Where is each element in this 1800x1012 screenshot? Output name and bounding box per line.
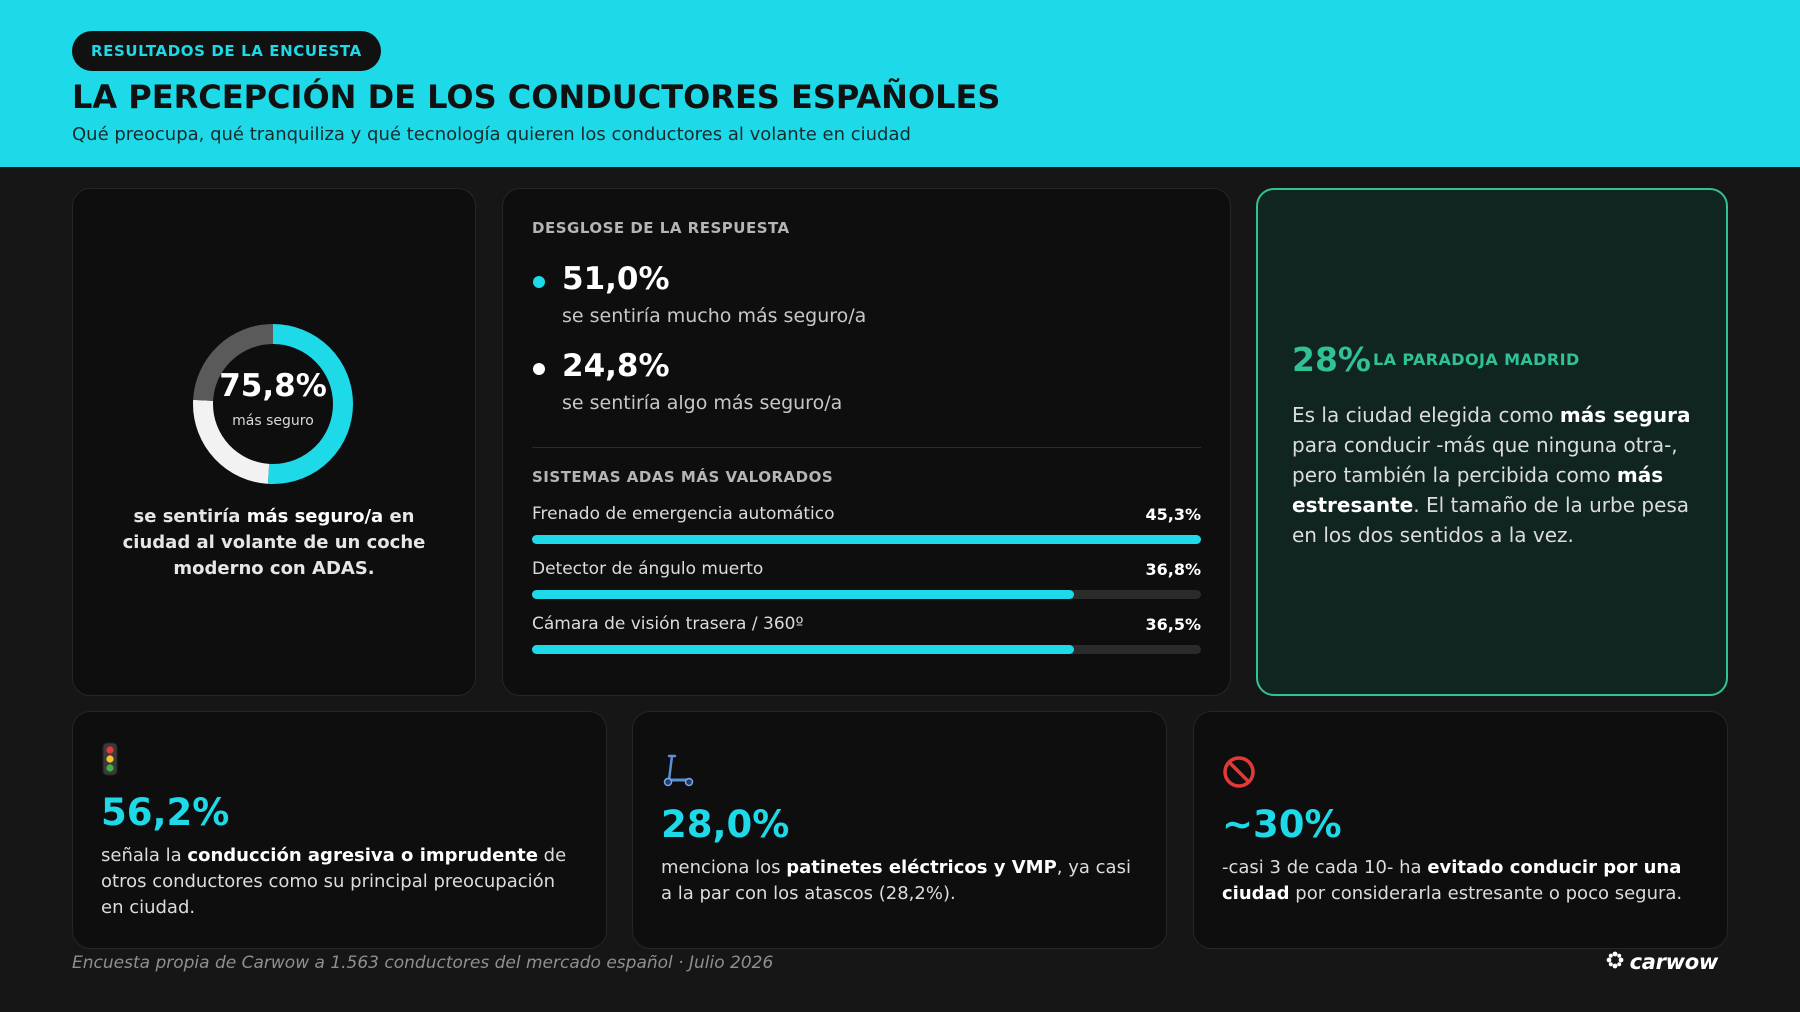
stat-value-avoided-city: ~30% xyxy=(1222,803,1342,846)
donut-segment-algo xyxy=(193,324,353,484)
madrid-text-3: . El tamaño de la urbe pesa en los dos s… xyxy=(1292,493,1690,547)
stat-text-3a: -casi 3 de cada 10- ha xyxy=(1222,857,1428,878)
adas-title: SISTEMAS ADAS MÁS VALORADOS xyxy=(532,468,834,486)
adas-bar-track-3 xyxy=(532,645,1201,654)
donut-segment-resto xyxy=(193,324,353,484)
stat-card-scooters: 28,0% menciona los patinetes eléctricos … xyxy=(632,711,1167,949)
breakdown-divider xyxy=(532,447,1201,448)
adas-bar-label-2: Detector de ángulo muerto xyxy=(532,559,764,579)
adas-bar-fill-2 xyxy=(532,590,1074,599)
page-title: LA PERCEPCIÓN DE LOS CONDUCTORES ESPAÑOL… xyxy=(72,78,1001,116)
breakdown-card: DESGLOSE DE LA RESPUESTA 51,0% se sentir… xyxy=(502,188,1231,696)
stat-text-scooters: menciona los patinetes eléctricos y VMP,… xyxy=(661,855,1140,907)
madrid-label: LA PARADOJA MADRID xyxy=(1373,350,1580,369)
madrid-text-2: para conducir -más que ninguna otra-, pe… xyxy=(1292,433,1678,487)
survey-badge: RESULTADOS DE LA ENCUESTA xyxy=(72,31,381,71)
adas-bar-track-2 xyxy=(532,590,1201,599)
carwow-logo-mark-icon xyxy=(1606,951,1624,973)
adas-bar-value-3: 36,5% xyxy=(1145,615,1201,634)
summary-text-pre: se sentiría xyxy=(133,506,247,527)
donut-svg xyxy=(193,324,353,484)
donut-chart: 75,8% más seguro xyxy=(183,314,363,494)
stat-bold-2: patinetes eléctricos y VMP xyxy=(786,857,1057,878)
breakdown-dot-1 xyxy=(533,276,545,288)
madrid-text-1: Es la ciudad elegida como xyxy=(1292,403,1560,427)
stat-bold-3: evitado conducir por una ciudad xyxy=(1222,857,1682,904)
breakdown-desc-1: se sentiría mucho más seguro/a xyxy=(562,305,867,327)
stat-text-2a: menciona los xyxy=(661,857,787,878)
carwow-logo: carwow xyxy=(1606,950,1718,974)
footer-source-note: Encuesta propia de Carwow a 1.563 conduc… xyxy=(72,953,774,973)
breakdown-title: DESGLOSE DE LA RESPUESTA xyxy=(532,219,790,237)
header-banner: RESULTADOS DE LA ENCUESTA LA PERCEPCIÓN … xyxy=(0,0,1800,167)
stat-value-scooters: 28,0% xyxy=(661,803,790,846)
breakdown-dot-2 xyxy=(533,363,545,375)
adas-bar-track-1 xyxy=(532,535,1201,544)
stat-text-3b: por considerarla estresante o poco segur… xyxy=(1289,883,1683,904)
summary-text: se sentiría más seguro/a en ciudad al vo… xyxy=(97,504,451,582)
breakdown-desc-2: se sentiría algo más seguro/a xyxy=(562,392,843,414)
carwow-logo-text: carwow xyxy=(1629,950,1719,974)
madrid-pct: 28% xyxy=(1292,340,1371,379)
stat-text-1b: de otros conductores como su principal p… xyxy=(101,845,567,918)
stat-text-aggressive-driving: señala la conducción agresiva o impruden… xyxy=(101,843,580,921)
scooter-icon xyxy=(661,753,695,791)
adas-bar-fill-3 xyxy=(532,645,1074,654)
adas-bar-value-2: 36,8% xyxy=(1145,560,1201,579)
adas-bar-label-1: Frenado de emergencia automático xyxy=(532,504,835,524)
breakdown-value-2: 24,8% xyxy=(562,348,670,384)
stat-text-avoided-city: -casi 3 de cada 10- ha evitado conducir … xyxy=(1222,855,1701,907)
adas-bar-fill-1 xyxy=(532,535,1201,544)
madrid-bold-2: más estresante xyxy=(1292,463,1664,517)
breakdown-value-1: 51,0% xyxy=(562,261,670,297)
donut-label: más seguro xyxy=(232,413,314,429)
summary-card: 75,8% más seguro se sentiría más seguro/… xyxy=(72,188,476,696)
stat-card-avoided-city: ~30% -casi 3 de cada 10- ha evitado cond… xyxy=(1193,711,1728,949)
donut-value: 75,8% xyxy=(219,368,327,404)
stat-value-aggressive-driving: 56,2% xyxy=(101,791,230,834)
stat-text-1a: señala la xyxy=(101,845,188,866)
page-subtitle: Qué preocupa, qué tranquiliza y qué tecn… xyxy=(72,124,911,145)
traffic-light-icon xyxy=(101,742,119,780)
stat-bold-1: conducción agresiva o imprudente xyxy=(187,845,538,866)
madrid-card: 28% LA PARADOJA MADRID Es la ciudad eleg… xyxy=(1256,188,1728,696)
stat-card-aggressive-driving: 56,2% señala la conducción agresiva o im… xyxy=(72,711,607,949)
madrid-bold-1: más segura xyxy=(1559,403,1691,427)
adas-bar-label-3: Cámara de visión trasera / 360º xyxy=(532,614,804,634)
no-entry-icon xyxy=(1222,755,1256,793)
adas-bar-value-1: 45,3% xyxy=(1145,505,1201,524)
stat-text-2b: , ya casi a la par con los atascos (28,2… xyxy=(661,857,1131,904)
summary-text-post: en ciudad al volante de un coche moderno… xyxy=(122,506,426,579)
madrid-text: Es la ciudad elegida como más segura par… xyxy=(1292,400,1698,550)
summary-text-bold: más seguro/a xyxy=(246,506,384,527)
